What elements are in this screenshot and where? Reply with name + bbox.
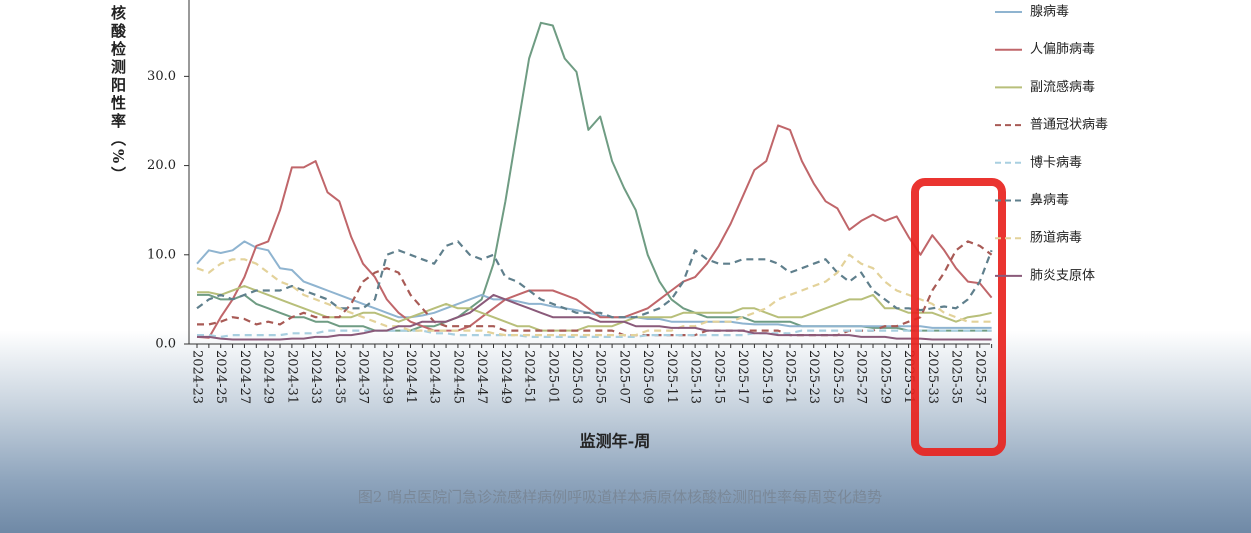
- series-line: [197, 285, 992, 332]
- x-tick-label: 2024-29: [261, 350, 276, 404]
- x-tick-label: 2024-31: [284, 350, 299, 404]
- x-tick-label: 2025-03: [569, 350, 584, 404]
- legend-label: 人偏肺病毒: [1030, 42, 1095, 57]
- series-line: [197, 329, 992, 338]
- x-tick-label: 2025-17: [735, 350, 750, 404]
- x-tick-label: 2024-51: [522, 350, 537, 404]
- series-line: [196, 240, 993, 319]
- y-tick-label: 30.0: [147, 69, 176, 84]
- x-tick-label: 2025-35: [949, 350, 964, 404]
- x-tick-label: 2025-21: [783, 350, 798, 404]
- x-tick-label: 2025-09: [640, 350, 655, 404]
- y-tick-label: 10.0: [147, 247, 176, 262]
- legend-label: 副流感病毒: [1030, 79, 1095, 95]
- x-tick-label: 2024-35: [332, 350, 347, 404]
- x-tick-label: 2025-13: [688, 350, 703, 404]
- series-line: [197, 293, 992, 341]
- legend-label: 腺病毒: [1030, 5, 1069, 20]
- series-line: [196, 253, 992, 337]
- series-line: [197, 21, 992, 332]
- x-tick-label: 2025-01: [545, 350, 560, 404]
- legend-label: 肠道病毒: [1030, 231, 1082, 246]
- x-tick-label: 2025-19: [759, 350, 774, 404]
- x-tick-label: 2025-37: [972, 350, 987, 404]
- legend-label: 普通冠状病毒: [1030, 118, 1108, 133]
- plot-area: 0.0 10.0 20.0 30.0 2024-23 2024-25 2024-27 2024…: [147, 21, 993, 404]
- series-line: [196, 124, 993, 339]
- x-tick-label: 2025-11: [664, 350, 679, 404]
- x-tick-label: 2024-33: [308, 350, 323, 404]
- x-tick-label: 2025-23: [806, 350, 821, 404]
- x-tick-label: 2025-07: [616, 350, 631, 404]
- x-tick-label: 2024-37: [356, 350, 371, 404]
- caption: 图2 哨点医院门急诊流感样病例呼吸道样本病原体核酸检测阳性率每周变化趋势: [358, 488, 882, 506]
- highlight-box: [911, 178, 1006, 456]
- x-tick-label: 2025-15: [711, 350, 726, 404]
- x-tick-label: 2024-45: [450, 350, 465, 404]
- x-tick-label: 2025-29: [877, 350, 892, 404]
- x-tick-label: 2024-39: [379, 350, 394, 404]
- x-tick-label: 2025-27: [854, 350, 869, 404]
- x-tick-label: 2024-49: [498, 350, 513, 404]
- x-tick-label: 2024-23: [190, 350, 205, 404]
- x-tick-label: 2025-33: [925, 350, 940, 404]
- y-axis-label: 核酸检测阳性率（%）: [109, 4, 127, 184]
- legend-label: 鼻病毒: [1030, 192, 1069, 208]
- x-tick-label: 2025-05: [593, 350, 608, 404]
- series-line: [196, 240, 992, 329]
- y-tick-label: 0.0: [155, 337, 176, 352]
- x-tick-label: 2024-47: [474, 350, 489, 404]
- x-tick-label: 2024-25: [213, 350, 228, 404]
- x-tick-label: 2024-27: [237, 350, 252, 404]
- x-axis-label: 监测年-周: [580, 432, 651, 451]
- legend-label: 博卡病毒: [1030, 155, 1082, 170]
- legend-label: 肺炎支原体: [1030, 268, 1095, 283]
- x-tick-label: 2024-41: [403, 350, 418, 404]
- x-tick-label: 2024-43: [427, 350, 442, 404]
- y-tick-label: 20.0: [147, 158, 176, 173]
- x-tick-label: 2025-25: [830, 350, 845, 404]
